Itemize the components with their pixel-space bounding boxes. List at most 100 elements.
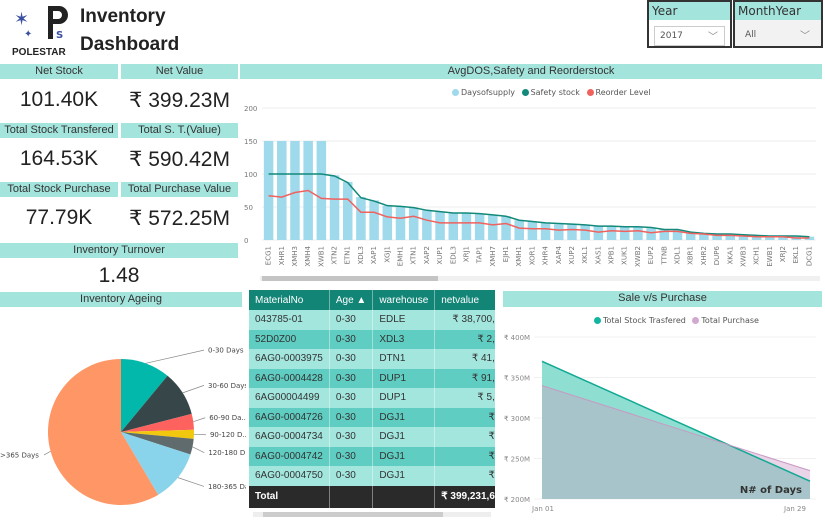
bar-daysofsupply — [765, 236, 775, 240]
table-row[interactable]: 6AG0-0004750 0-30 DGJ1 ₹ — [249, 466, 495, 486]
table-cell: ₹ 2, — [434, 329, 495, 349]
bar-daysofsupply — [277, 141, 287, 240]
bar-daysofsupply — [751, 236, 762, 240]
bar-daysofsupply — [778, 236, 788, 240]
pie-leader-line — [193, 417, 206, 423]
kpi-net-stock-value: 101.40K — [19, 88, 99, 111]
x-tick-label: XUK1 — [621, 246, 629, 265]
x-tick-label: DUP6 — [713, 245, 721, 265]
table-row[interactable]: 6AG0-0003975 0-30 DTN1 ₹ 41, — [249, 349, 495, 369]
sale-purchase-legend: Total Stock Trasfered Total Purchase — [590, 316, 759, 325]
pie-label: 90-120 D... — [210, 431, 246, 439]
x-tick-label: ECG1 — [265, 246, 273, 265]
table-cell: 6AG0-0004750 — [249, 466, 330, 486]
year-slicer[interactable]: Year 2017 ﹀ — [647, 0, 732, 48]
x-tick-label: XAP4 — [555, 245, 563, 264]
bar-daysofsupply — [316, 141, 327, 240]
pie-leader-line — [177, 477, 205, 487]
legend-marker — [521, 89, 529, 96]
table-row[interactable]: 52D0Z00 0-30 XDL3 ₹ 2, — [249, 329, 495, 349]
page-title-line1: Inventory — [80, 6, 166, 27]
bar-daysofsupply — [593, 226, 604, 240]
pie-slice — [121, 413, 194, 432]
horizontal-scrollbar[interactable] — [253, 512, 491, 517]
x-tick-label: XMH1 — [515, 246, 523, 267]
legend-item: Safety stock — [530, 88, 580, 97]
col-warehouse[interactable]: warehouse — [372, 290, 436, 310]
table-cell: 6AG0-0004734 — [249, 427, 330, 447]
x-tick-label: XTN2 — [331, 246, 339, 265]
legend-item: Reorder Level — [595, 88, 651, 97]
pie-slice — [121, 375, 192, 432]
table-cell: 0-30 — [329, 388, 374, 408]
table-row[interactable]: 6AG0-0004742 0-30 DGJ1 ₹ — [249, 446, 495, 466]
scrollbar-thumb — [262, 276, 438, 281]
x-tick-label: XAP2 — [423, 246, 431, 264]
table-row[interactable]: 6AG0-0004726 0-30 DGJ1 ₹ — [249, 407, 495, 427]
table-cell: 0-30 — [329, 466, 374, 486]
bar-daysofsupply — [514, 220, 524, 240]
table-cell: ₹ — [434, 407, 495, 427]
table-cell: DTN1 — [372, 349, 436, 369]
line-reorder-level — [268, 189, 810, 239]
x-tick-label: XAS1 — [594, 246, 602, 264]
col-age[interactable]: Age ▲ — [329, 290, 374, 310]
monthyear-dropdown[interactable]: All ﹀ — [740, 26, 816, 46]
x-tick-label: XAP1 — [370, 246, 378, 264]
x-tick-label: XHR2 — [700, 246, 708, 265]
y-tick-label: ₹ 300M — [504, 415, 530, 423]
legend-item: Total Stock Trasfered — [603, 316, 686, 325]
x-tick-label: EJH1 — [502, 246, 510, 262]
x-tick-label: XKL1 — [581, 246, 589, 264]
table-row[interactable]: 043785-01 0-30 EDLE ₹ 38,700, — [249, 310, 495, 330]
table-cell: 0-30 — [329, 329, 374, 349]
kpi-stock-transfered-label: Total Stock Transfered — [0, 123, 118, 138]
table-cell: ₹ 91, — [434, 368, 495, 388]
bar-daysofsupply — [382, 205, 393, 240]
table-row[interactable]: 6AG0-0004428 0-30 DUP1 ₹ 91, — [249, 368, 495, 388]
pie-slice — [121, 429, 194, 439]
avgdos-legend: Daysofsupply Safety stock Reorder Level — [448, 88, 651, 97]
legend-marker — [452, 89, 459, 96]
bar-daysofsupply — [659, 229, 670, 240]
monthyear-slicer[interactable]: MonthYear All ﹀ — [733, 0, 823, 48]
y-tick-label: 0 — [244, 237, 248, 245]
pie-label: 180-365 Days — [208, 483, 246, 491]
x-tick-label: TTNB — [660, 246, 668, 266]
chevron-down-icon: ﹀ — [800, 31, 810, 42]
table-row[interactable]: 6AG0-0004734 0-30 DGJ1 ₹ — [249, 427, 495, 447]
table-cell: ₹ 41, — [434, 349, 495, 369]
year-dropdown[interactable]: 2017 ﹀ — [654, 26, 725, 46]
x-tick-label: XUP2 — [568, 246, 576, 265]
x-tick-label: XPB1 — [608, 246, 616, 264]
col-materialno[interactable]: MaterialNo — [249, 290, 330, 310]
legend-marker — [692, 317, 700, 324]
page-title-line2: Dashboard — [80, 34, 180, 55]
table-cell: ₹ 38,700, — [434, 310, 495, 330]
table-cell: DGJ1 — [372, 446, 436, 466]
table-cell: ₹ — [434, 446, 495, 466]
pie-leader-line — [182, 385, 205, 394]
x-tick-label: XHR4 — [542, 245, 550, 265]
x-tick-label: EWB1 — [766, 246, 774, 267]
bar-daysofsupply — [488, 214, 498, 240]
monthyear-value: All — [745, 30, 757, 40]
bar-daysofsupply — [685, 232, 696, 240]
bar-daysofsupply — [699, 233, 709, 240]
svg-text:✦: ✦ — [24, 29, 32, 40]
table-row[interactable]: 6AG00004499 0-30 DUP1 ₹ 5, — [249, 388, 495, 408]
x-tick-label: XCH1 — [753, 246, 761, 265]
pie-leader-line — [192, 446, 205, 453]
sale-purchase-title: Sale v/s Purchase — [503, 291, 822, 307]
annotation: N# of Days — [740, 485, 802, 496]
col-netvalue[interactable]: netvalue — [434, 290, 495, 310]
kpi-purchase-value-label: Total Purchase Value — [121, 182, 238, 197]
table-cell: DGJ1 — [372, 466, 436, 486]
kpi-turnover-value: 1.48 — [98, 264, 140, 287]
x-tick-label: XDL3 — [357, 246, 365, 265]
caret-up-icon: ▲ — [356, 294, 367, 306]
bar-daysofsupply — [501, 216, 511, 240]
bar-daysofsupply — [408, 207, 419, 240]
pie-slice — [121, 432, 194, 455]
bar-daysofsupply — [342, 181, 353, 240]
